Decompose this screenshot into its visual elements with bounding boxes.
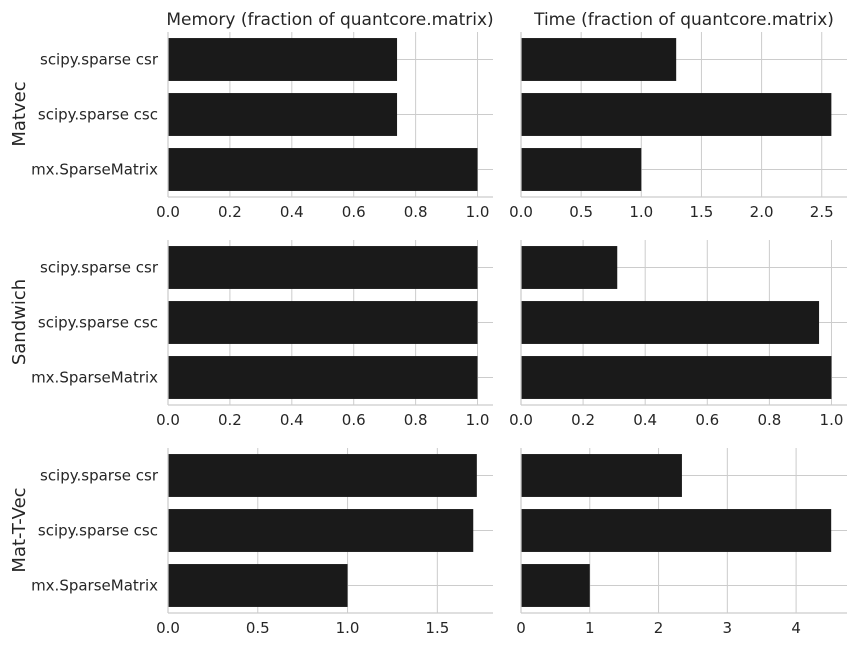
bar-scipy-sparse-csr [521,454,682,497]
panel-mat-t-vec-memory: 0.0 0.5 1.0 1.5 scipy.sparse csr scipy.sparse… [31,448,493,637]
bar-scipy-sparse-csc [521,93,832,136]
x-tick-label: 0.6 [342,203,366,221]
bar-scipy-sparse-csr [521,246,618,289]
bar-scipy-sparse-csr [168,454,477,497]
chart-panels: 0.0 0.2 0.4 0.6 0.8 1.0 scipy.sparse csr scipy.… [31,32,847,637]
bar-mx-sparsematrix [521,148,642,191]
panel-sandwich-memory: 0.0 0.2 0.4 0.6 0.8 1.0 scipy.sparse csr scipy.… [31,240,493,429]
x-tick-label: 1.0 [466,411,490,429]
x-tick-label: 1 [585,619,595,637]
x-tick-label: 0.8 [404,411,428,429]
bar-mx-sparsematrix [168,148,478,191]
panel-sandwich-time: 0.0 0.2 0.4 0.6 0.8 1.0 [509,240,847,429]
x-tick-label: 2.0 [750,203,774,221]
category-label: mx.SparseMatrix [31,577,158,595]
x-tick-label: 0.0 [156,203,180,221]
x-tick-label: 1.5 [425,619,449,637]
x-tick-label: 0.4 [633,411,657,429]
x-tick-label: 0.8 [757,411,781,429]
category-label: scipy.sparse csc [38,314,158,332]
x-tick-label: 0.5 [246,619,270,637]
bar-scipy-sparse-csr [521,38,677,81]
bar-mx-sparsematrix [521,564,590,607]
x-tick-label: 0.4 [280,411,304,429]
x-tick-label: 0.2 [218,203,242,221]
bar-scipy-sparse-csc [168,301,478,344]
category-label: scipy.sparse csr [40,51,159,69]
bar-mx-sparsematrix [168,356,478,399]
row-title-matvec: Matvec [9,81,30,146]
x-tick-label: 1.0 [629,203,653,221]
x-tick-label: 0.5 [569,203,593,221]
bar-scipy-sparse-csc [168,93,398,136]
x-tick-label: 1.0 [820,411,844,429]
x-tick-label: 0.4 [280,203,304,221]
x-tick-label: 0.0 [509,203,533,221]
category-label: scipy.sparse csc [38,106,158,124]
bar-scipy-sparse-csr [168,246,478,289]
bar-scipy-sparse-csc [521,509,832,552]
row-title-sandwich: Sandwich [9,279,30,365]
category-label: mx.SparseMatrix [31,161,158,179]
category-label: scipy.sparse csr [40,259,159,277]
x-tick-label: 0.8 [404,203,428,221]
panel-matvec-memory: 0.0 0.2 0.4 0.6 0.8 1.0 scipy.sparse csr scipy.… [31,32,493,221]
column-title-time: Time (fraction of quantcore.matrix) [533,10,834,30]
bar-scipy-sparse-csr [168,38,398,81]
column-title-memory: Memory (fraction of quantcore.matrix) [166,10,493,30]
panel-mat-t-vec-time: 0 1 2 3 4 [516,448,847,637]
x-tick-label: 0.0 [156,411,180,429]
x-tick-label: 0.0 [509,411,533,429]
x-tick-label: 1.0 [466,203,490,221]
x-tick-label: 3 [723,619,733,637]
row-title-mat-t-vec: Mat-T-Vec [9,487,30,572]
x-tick-label: 0 [516,619,526,637]
x-tick-label: 0.2 [218,411,242,429]
bar-mx-sparsematrix [168,564,348,607]
x-tick-label: 0.6 [695,411,719,429]
x-tick-label: 2 [654,619,664,637]
bar-mx-sparsematrix [521,356,832,399]
x-tick-label: 4 [791,619,801,637]
x-tick-label: 0.6 [342,411,366,429]
x-tick-label: 1.0 [336,619,360,637]
x-tick-label: 0.2 [571,411,595,429]
x-tick-label: 2.5 [810,203,834,221]
category-label: mx.SparseMatrix [31,369,158,387]
bar-scipy-sparse-csc [168,509,474,552]
category-label: scipy.sparse csr [40,467,159,485]
bar-scipy-sparse-csc [521,301,820,344]
x-tick-label: 1.5 [690,203,714,221]
panel-matvec-time: 0.0 0.5 1.0 1.5 2.0 2.5 [509,32,847,221]
category-label: scipy.sparse csc [38,522,158,540]
x-tick-label: 0.0 [156,619,180,637]
